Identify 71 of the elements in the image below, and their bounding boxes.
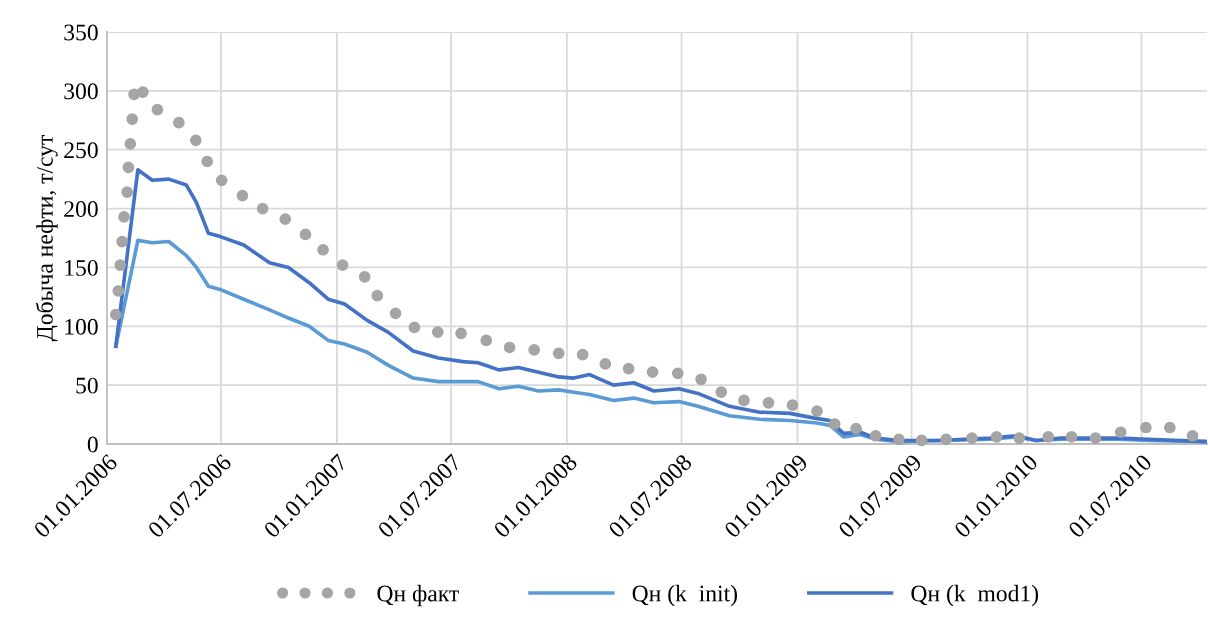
point — [1042, 431, 1055, 443]
point — [112, 285, 125, 297]
point — [850, 422, 862, 435]
y-tick-label: 0 — [87, 436, 98, 453]
y-tick-label: 250 — [64, 142, 98, 159]
point — [122, 161, 135, 174]
point — [172, 116, 185, 129]
point — [114, 259, 127, 271]
point — [646, 366, 659, 379]
point — [695, 373, 707, 386]
y-tick-label: 350 — [64, 24, 98, 41]
point — [990, 431, 1003, 443]
point — [236, 189, 249, 202]
point — [455, 327, 467, 340]
point — [915, 434, 928, 447]
point — [336, 259, 349, 271]
point — [811, 405, 823, 417]
point — [576, 348, 589, 361]
point — [738, 394, 750, 407]
point — [317, 243, 329, 256]
point — [279, 213, 292, 226]
point — [201, 155, 214, 168]
point — [1186, 429, 1199, 442]
point — [124, 137, 137, 150]
y-tick-label: 200 — [64, 201, 98, 217]
point — [893, 433, 905, 446]
point — [1013, 432, 1026, 444]
point — [1089, 432, 1102, 444]
point — [126, 113, 139, 125]
point — [715, 386, 728, 399]
point — [118, 210, 130, 223]
point — [299, 228, 312, 241]
point — [371, 289, 384, 302]
point — [480, 334, 493, 347]
point — [151, 103, 164, 116]
point — [1065, 431, 1078, 443]
point — [599, 358, 612, 370]
point — [503, 341, 516, 354]
point — [762, 396, 775, 409]
y-axis-title: Добыча нефти, т/сут — [35, 135, 58, 342]
y-tick-label: 300 — [64, 83, 98, 100]
point — [828, 418, 841, 430]
point — [940, 433, 953, 446]
legend-label: Qн факт — [377, 584, 459, 607]
legend-label: Qн (k init) — [632, 584, 737, 607]
point — [966, 432, 978, 444]
point — [215, 174, 228, 187]
y-tick-label: 150 — [65, 259, 98, 276]
point — [109, 308, 122, 321]
point — [116, 235, 128, 248]
point — [431, 326, 444, 339]
point — [137, 86, 149, 98]
point — [1114, 426, 1127, 439]
point — [552, 347, 565, 360]
point — [786, 399, 799, 411]
point — [1140, 421, 1152, 434]
point — [1163, 421, 1176, 434]
point — [869, 429, 882, 442]
point — [121, 186, 134, 198]
point — [389, 307, 402, 320]
point — [671, 367, 684, 380]
point — [408, 321, 421, 334]
point — [622, 362, 635, 375]
point — [528, 343, 540, 356]
point — [358, 271, 371, 283]
point — [189, 134, 202, 147]
y-tick-label: 100 — [65, 318, 98, 335]
y-tick-label: 50 — [76, 377, 98, 394]
legend-label: Qн (k mod1) — [911, 584, 1039, 607]
point — [256, 202, 269, 215]
line-series — [114, 167, 1207, 444]
